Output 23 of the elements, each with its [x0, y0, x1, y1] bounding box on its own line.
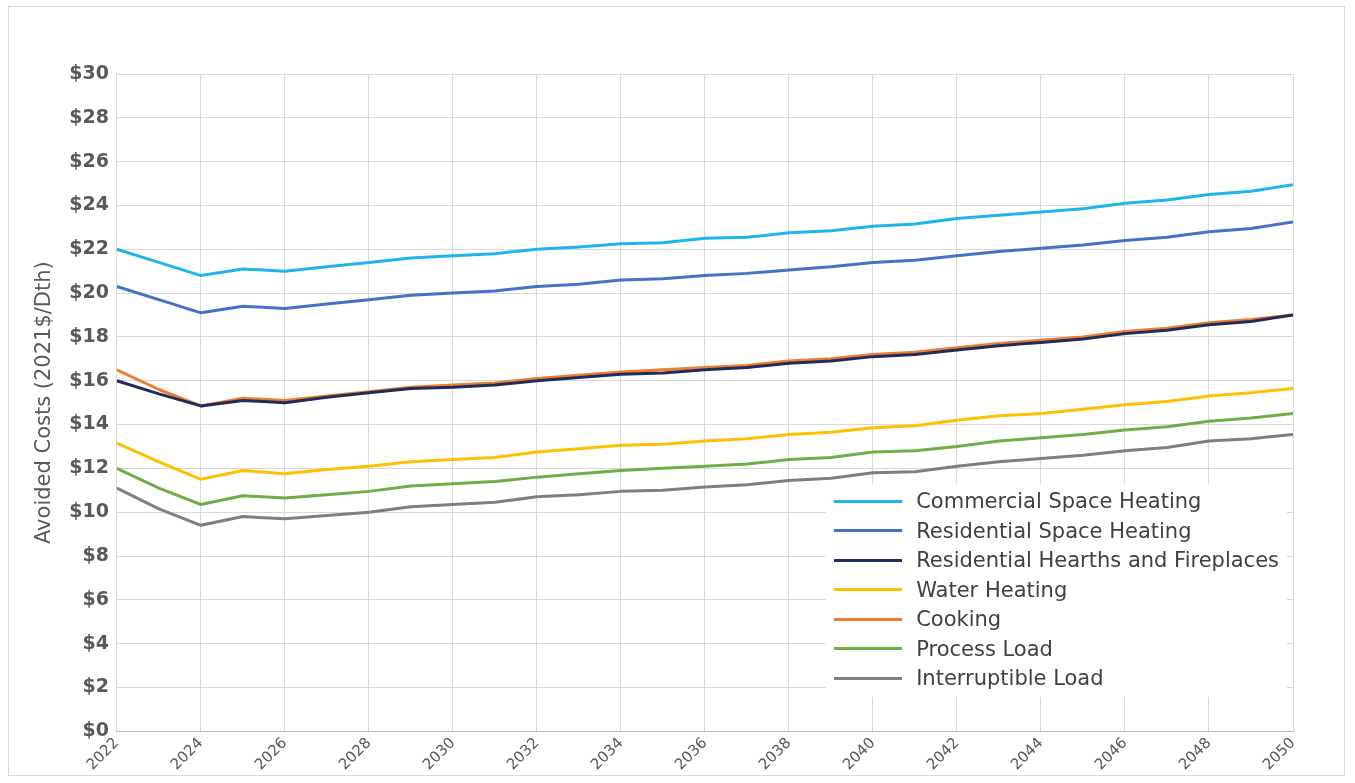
legend-label: Interruptible Load	[916, 666, 1104, 691]
y-tick-label: $10	[69, 499, 109, 522]
y-axis-title: Avoided Costs (2021$/Dth)	[31, 261, 56, 545]
y-tick-label: $24	[69, 192, 109, 215]
y-tick-label: $30	[69, 60, 109, 83]
y-tick-label: $16	[69, 367, 109, 390]
y-tick-label: $12	[69, 455, 109, 478]
y-tick-label: $28	[69, 104, 109, 127]
y-tick-label: $26	[69, 148, 109, 171]
legend-label: Process Load	[916, 636, 1053, 661]
y-tick-label: $18	[69, 323, 109, 346]
legend-label: Water Heating	[916, 577, 1068, 602]
legend-label: Commercial Space Heating	[916, 489, 1202, 514]
y-tick-label: $2	[82, 674, 109, 697]
legend-label: Cooking	[916, 607, 1002, 632]
legend-label: Residential Hearths and Fireplaces	[916, 548, 1279, 573]
y-tick-label: $14	[69, 411, 109, 434]
y-tick-label: $20	[69, 280, 109, 303]
y-tick-label: $4	[82, 630, 109, 653]
y-tick-label: $22	[69, 236, 109, 259]
y-tick-label: $6	[82, 586, 109, 609]
y-tick-label: $8	[82, 542, 109, 565]
legend-label: Residential Space Heating	[916, 518, 1192, 543]
